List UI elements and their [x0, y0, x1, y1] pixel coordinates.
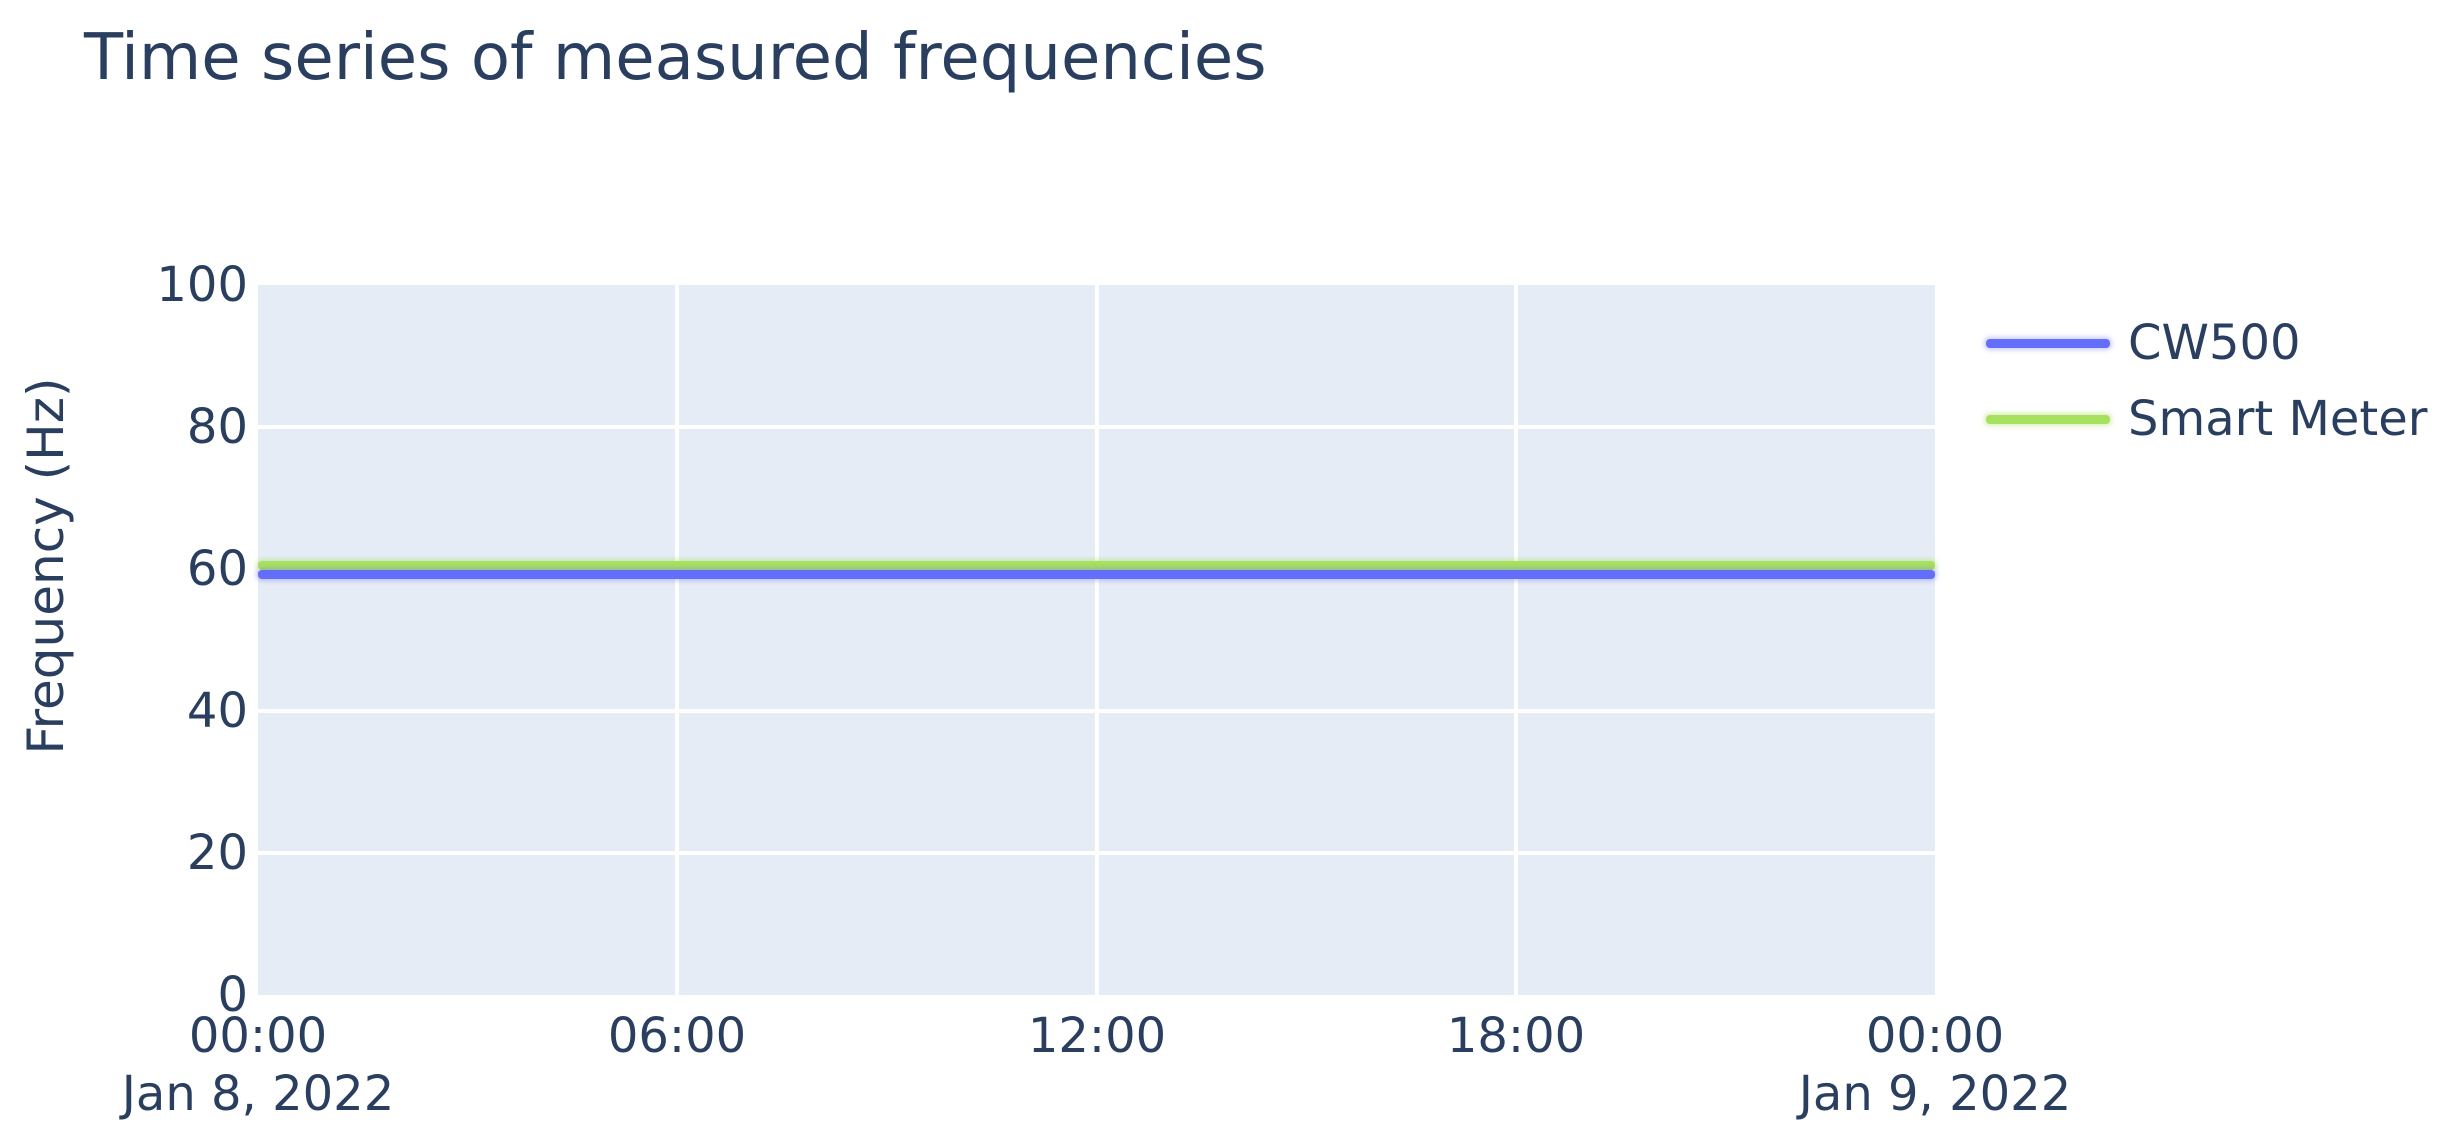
x-date-start: Jan 8, 2022 — [121, 1066, 395, 1122]
gridline-x-1800 — [1514, 285, 1518, 995]
x-tick-0000-jan8: 00:00 — [188, 1008, 328, 1064]
y-tick-0: 0 — [217, 967, 248, 1023]
gridline-x-0600 — [675, 285, 679, 995]
legend-label-cw500: CW500 — [2128, 315, 2301, 371]
y-tick-40: 40 — [186, 683, 248, 739]
y-tick-60: 60 — [186, 541, 248, 597]
legend-swatch-smart-meter-line-icon — [1986, 415, 2110, 424]
legend: CW500 Smart Meter — [1986, 310, 2446, 462]
series-line-smart-meter[interactable] — [258, 561, 1935, 570]
y-tick-80: 80 — [186, 399, 248, 455]
x-tick-0000-jan9: 00:00 — [1865, 1008, 2005, 1064]
y-tick-20: 20 — [186, 825, 248, 881]
chart-title: Time series of measured frequencies — [84, 21, 1267, 95]
series-line-cw500[interactable] — [258, 570, 1935, 579]
gridline-x-1200 — [1095, 285, 1099, 995]
y-tick-100: 100 — [156, 257, 248, 313]
x-date-end: Jan 9, 2022 — [1798, 1066, 2072, 1122]
legend-swatch-cw500-line-icon — [1986, 339, 2110, 348]
x-tick-0600: 06:00 — [607, 1008, 747, 1064]
legend-item-cw500[interactable]: CW500 — [1986, 310, 2446, 376]
plot-area[interactable] — [258, 285, 1935, 995]
x-tick-1200: 12:00 — [1027, 1008, 1167, 1064]
legend-label-smart-meter: Smart Meter — [2128, 391, 2428, 447]
legend-item-smart-meter[interactable]: Smart Meter — [1986, 386, 2446, 452]
x-tick-1800: 18:00 — [1446, 1008, 1586, 1064]
